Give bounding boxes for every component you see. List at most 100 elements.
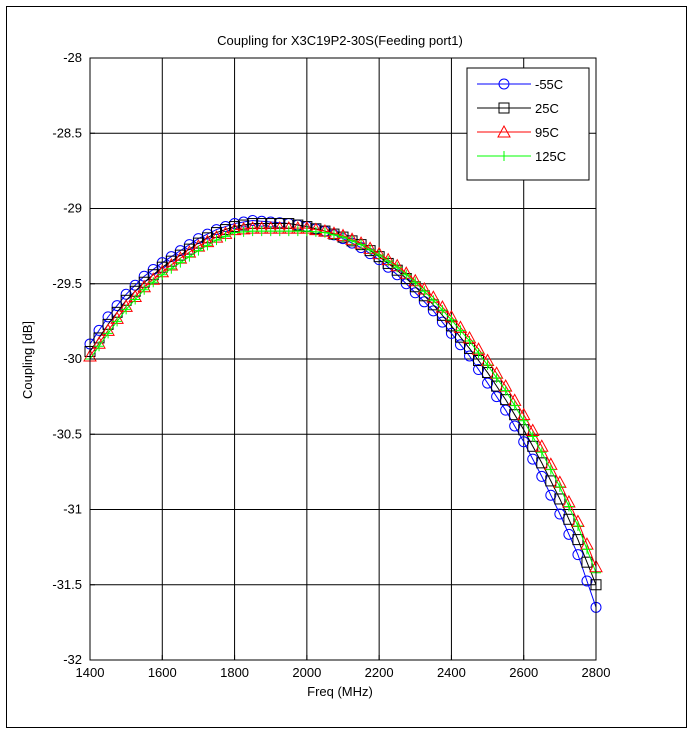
x-tick-label: 1600 xyxy=(148,665,177,680)
data-point xyxy=(509,420,521,432)
x-axis-label: Freq (MHz) xyxy=(307,684,373,699)
data-point xyxy=(148,277,159,288)
data-point xyxy=(482,360,493,371)
data-point xyxy=(94,341,105,352)
legend-item: -55C xyxy=(477,77,563,92)
data-point xyxy=(545,475,557,487)
data-point xyxy=(383,256,394,267)
data-point xyxy=(454,339,466,351)
data-point xyxy=(563,513,575,525)
data-point xyxy=(283,226,294,237)
data-point xyxy=(401,269,412,280)
data-point xyxy=(157,269,168,280)
data-point xyxy=(464,335,475,346)
legend-label: 95C xyxy=(535,125,559,140)
data-point xyxy=(374,250,385,261)
data-point xyxy=(202,240,213,251)
series-125C xyxy=(85,226,601,578)
data-point xyxy=(265,226,276,237)
data-point xyxy=(473,347,484,358)
data-point xyxy=(455,325,466,336)
data-point xyxy=(193,245,204,256)
data-point xyxy=(554,481,565,492)
y-tick-label: -28.5 xyxy=(52,125,82,140)
data-point xyxy=(437,305,448,316)
data-point xyxy=(497,124,511,138)
axes: 1400 1600 1800 2000 2200 2400 2600 2800 -32 -31.5… xyxy=(52,50,610,680)
data-point xyxy=(166,263,177,274)
data-point xyxy=(247,226,258,237)
data-point xyxy=(500,385,511,396)
data-point xyxy=(518,415,529,426)
data-point xyxy=(545,464,556,475)
data-point xyxy=(498,78,510,90)
chart-title: Coupling for X3C19P2-30S(Feeding port1) xyxy=(217,33,463,48)
x-tick-label: 1800 xyxy=(220,665,249,680)
data-point xyxy=(175,257,186,268)
data-point xyxy=(328,229,339,240)
data-point xyxy=(498,102,510,114)
data-point xyxy=(581,575,593,587)
y-tick-label: -29.5 xyxy=(52,276,82,291)
data-point xyxy=(319,227,330,238)
data-point xyxy=(563,501,574,512)
y-tick-label: -30.5 xyxy=(52,426,82,441)
data-point xyxy=(445,327,457,339)
y-tick-label: -29 xyxy=(63,201,82,216)
data-point xyxy=(292,226,303,237)
data-point xyxy=(256,226,267,237)
y-tick-label: -31.5 xyxy=(52,577,82,592)
data-point xyxy=(581,544,592,555)
legend-label: 25C xyxy=(535,101,559,116)
data-point xyxy=(121,304,132,315)
x-tick-label: 2800 xyxy=(582,665,611,680)
data-point xyxy=(274,226,285,237)
data-point xyxy=(220,231,231,242)
legend-item: 125C xyxy=(477,149,566,164)
data-point xyxy=(347,235,358,246)
data-point xyxy=(572,521,583,532)
data-point xyxy=(536,447,547,458)
data-point xyxy=(229,227,240,238)
legend-item: 25C xyxy=(477,101,559,116)
y-tick-label: -31 xyxy=(63,502,82,517)
data-point xyxy=(482,377,494,389)
data-point xyxy=(473,364,485,376)
data-point xyxy=(112,316,123,327)
data-point xyxy=(310,226,321,237)
x-tick-label: 2600 xyxy=(509,665,538,680)
x-tick-label: 2200 xyxy=(365,665,394,680)
y-tick-label: -28 xyxy=(63,50,82,65)
data-point xyxy=(130,294,141,305)
plot-border xyxy=(89,57,597,661)
data-point xyxy=(419,286,430,297)
data-point xyxy=(356,239,367,250)
y-tick-label: -32 xyxy=(63,652,82,667)
x-tick-label: 2400 xyxy=(437,665,466,680)
data-point xyxy=(338,232,348,243)
data-point xyxy=(446,314,457,325)
data-point xyxy=(410,277,421,288)
data-point xyxy=(545,489,557,501)
data-point xyxy=(409,287,421,299)
y-axis-label: Coupling [dB] xyxy=(20,321,35,399)
data-point xyxy=(301,226,312,237)
data-point xyxy=(527,431,538,442)
data-point xyxy=(428,295,439,306)
data-point xyxy=(184,251,195,262)
legend-box xyxy=(466,67,590,181)
data-point xyxy=(238,226,249,237)
data-point xyxy=(554,493,566,505)
data-point xyxy=(491,391,503,403)
data-point xyxy=(103,328,114,339)
x-tick-label: 1400 xyxy=(76,665,105,680)
data-point xyxy=(139,284,150,295)
legend: -55C 25C 95C 125C xyxy=(466,67,590,181)
legend-label: -55C xyxy=(535,77,563,92)
data-point xyxy=(211,235,222,246)
data-point xyxy=(491,372,502,383)
data-point xyxy=(365,244,376,255)
data-point xyxy=(527,453,539,465)
data-point xyxy=(499,151,509,161)
